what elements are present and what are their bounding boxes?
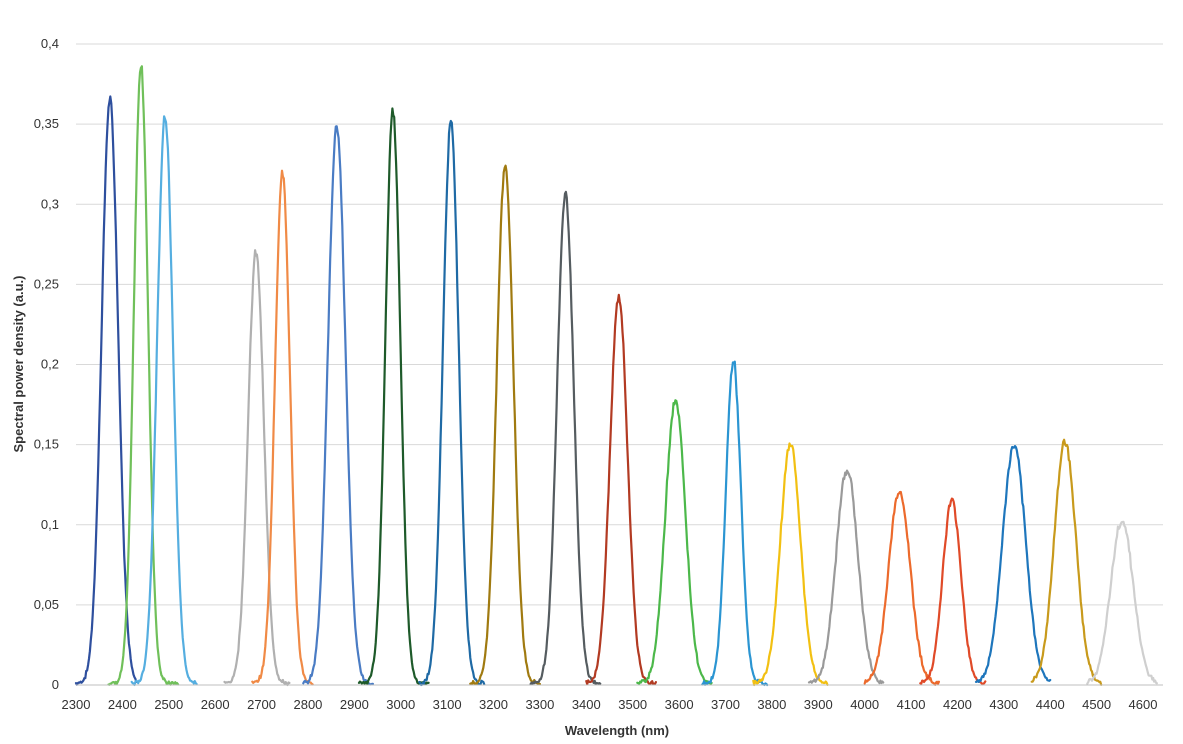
- series-line-19: [1030, 438, 1103, 686]
- x-tick-label: 2400: [108, 697, 137, 712]
- x-tick-label: 4400: [1036, 697, 1065, 712]
- y-tick-label: 0,4: [41, 36, 59, 51]
- x-tick-label: 3300: [525, 697, 554, 712]
- y-axis-title: Spectral power density (a.u.): [11, 276, 26, 453]
- y-tick-label: 0,05: [34, 597, 59, 612]
- y-tick-label: 0,1: [41, 517, 59, 532]
- x-tick-label: 3900: [804, 697, 833, 712]
- y-tick-label: 0,3: [41, 196, 59, 211]
- x-tick-label: 3000: [386, 697, 415, 712]
- x-axis-title: Wavelength (nm): [565, 723, 669, 738]
- x-tick-label: 2900: [340, 697, 369, 712]
- series-line-17: [919, 497, 987, 686]
- series-line-8: [418, 119, 486, 687]
- x-tick-label: 3700: [711, 697, 740, 712]
- x-tick-label: 4300: [989, 697, 1018, 712]
- series-line-4: [223, 249, 291, 687]
- x-tick-label: 4500: [1082, 697, 1111, 712]
- x-tick-label: 4000: [850, 697, 879, 712]
- y-tick-label: 0: [52, 677, 59, 692]
- x-tick-label: 2300: [62, 697, 91, 712]
- x-tick-label: 3400: [572, 697, 601, 712]
- tick-labels: 0 0,05 0,1 0,15 0,2 0,25 0,3 0,35 0,4 2300 2400 250…: [34, 36, 1158, 712]
- grid-lines: [76, 43, 1163, 606]
- x-tick-label: 4200: [943, 697, 972, 712]
- y-tick-label: 0,2: [41, 357, 59, 372]
- series-line-10: [529, 190, 602, 686]
- series-line-7: [357, 107, 430, 686]
- y-tick-label: 0,15: [34, 437, 59, 452]
- x-tick-label: 2600: [201, 697, 230, 712]
- x-tick-label: 3800: [757, 697, 786, 712]
- x-tick-label: 4600: [1129, 697, 1158, 712]
- series-line-5: [251, 169, 314, 686]
- series-line-13: [701, 360, 769, 687]
- series-line-18: [974, 445, 1052, 684]
- series-line-20: [1086, 520, 1159, 685]
- x-tick-label: 3100: [433, 697, 462, 712]
- series-line-15: [807, 469, 885, 685]
- series-lines: [74, 65, 1159, 687]
- series-line-12: [636, 399, 713, 686]
- x-tick-label: 3500: [618, 697, 647, 712]
- x-tick-label: 4100: [897, 697, 926, 712]
- series-line-11: [585, 293, 658, 686]
- series-line-16: [863, 490, 941, 687]
- x-tick-label: 2800: [293, 697, 322, 712]
- series-line-14: [752, 442, 829, 687]
- series-line-2: [107, 65, 180, 686]
- x-tick-label: 2700: [247, 697, 276, 712]
- y-tick-label: 0,25: [34, 276, 59, 291]
- x-tick-label: 3600: [665, 697, 694, 712]
- x-tick-label: 3200: [479, 697, 508, 712]
- series-line-3: [130, 115, 198, 687]
- series-line-9: [469, 164, 542, 686]
- series-line-6: [302, 125, 374, 686]
- y-tick-label: 0,35: [34, 116, 59, 131]
- x-tick-label: 2500: [154, 697, 183, 712]
